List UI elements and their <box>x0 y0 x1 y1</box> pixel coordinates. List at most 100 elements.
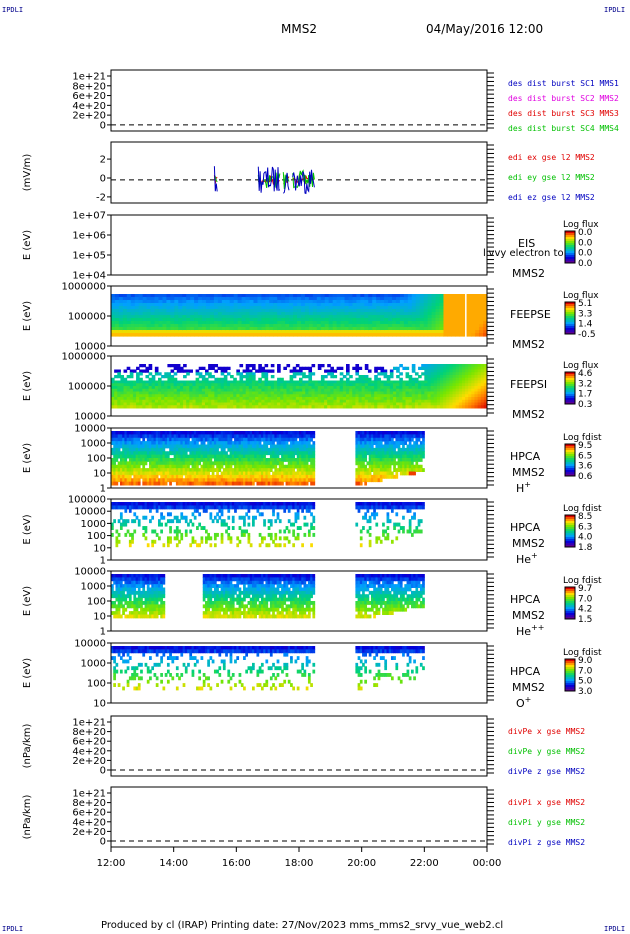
heatmap-cell <box>277 321 282 325</box>
heatmap-cell <box>230 394 234 398</box>
heatmap-cell <box>261 394 266 398</box>
heatmap-cell <box>175 471 179 476</box>
heatmap-cell <box>406 431 410 435</box>
heatmap-cell <box>362 444 365 449</box>
heatmap-cell <box>213 306 219 310</box>
heatmap-cell <box>411 318 417 322</box>
heatmap-cell <box>377 391 381 395</box>
heatmap-cell <box>186 324 191 328</box>
heatmap-cell <box>374 388 378 392</box>
heatmap-cell <box>483 324 487 328</box>
heatmap-cell <box>238 481 242 486</box>
heatmap-cell <box>439 327 445 331</box>
heatmap-cell <box>408 377 413 381</box>
heatmap-cell <box>367 383 372 387</box>
heatmap-cell <box>480 388 485 392</box>
heatmap-cell <box>273 405 278 409</box>
heatmap-cell <box>223 391 228 395</box>
heatmap-cell <box>324 369 328 373</box>
heatmap-cell <box>114 294 120 298</box>
heatmap-cell <box>352 315 357 319</box>
heatmap-cell <box>130 309 136 313</box>
heatmap-cell <box>196 454 199 459</box>
heatmap-cell <box>342 375 347 379</box>
heatmap-cell <box>123 391 128 395</box>
heatmap-cell <box>413 451 416 456</box>
heatmap-cell <box>237 294 243 298</box>
heatmap-cell <box>270 386 275 390</box>
heatmap-cell <box>233 394 237 398</box>
heatmap-cell <box>461 364 466 368</box>
heatmap-cell <box>214 386 219 390</box>
heatmap-cell <box>415 451 419 456</box>
heatmap-cell <box>245 333 251 337</box>
heatmap-cell <box>189 441 193 445</box>
heatmap-cell <box>180 481 184 486</box>
heatmap-cell <box>229 312 235 316</box>
heatmap-cell <box>146 447 150 452</box>
heatmap-cell <box>205 468 208 472</box>
heatmap-cell <box>370 454 374 459</box>
heatmap-cell <box>430 388 435 392</box>
heatmap-cell <box>261 391 266 395</box>
heatmap-cell <box>467 306 472 310</box>
colorbar-swatch <box>565 243 575 246</box>
heatmap-cell <box>245 458 249 462</box>
heatmap-cell <box>138 309 144 313</box>
heatmap-cell <box>368 458 372 462</box>
heatmap-cell <box>139 380 143 384</box>
heatmap-cell <box>263 447 266 452</box>
heatmap-cell <box>362 454 365 459</box>
heatmap-cell <box>261 327 266 331</box>
y-tick-label: 2e+20 <box>72 111 106 122</box>
heatmap-cell <box>187 458 190 462</box>
heatmap-cell <box>171 447 175 452</box>
heatmap-cell <box>272 454 275 459</box>
heatmap-cell <box>126 300 132 304</box>
heatmap-cell <box>419 327 425 331</box>
heatmap-cell <box>229 451 233 456</box>
heatmap-cell <box>483 300 487 304</box>
heatmap-cell <box>407 315 413 319</box>
heatmap-cell <box>227 481 231 486</box>
heatmap-cell <box>408 471 412 476</box>
heatmap-cell <box>324 405 328 409</box>
heatmap-cell <box>196 464 199 469</box>
heatmap-cell <box>111 309 116 313</box>
heatmap-cell <box>443 405 447 409</box>
heatmap-cell <box>311 388 316 392</box>
heatmap-cell <box>349 397 353 401</box>
heatmap-cell <box>299 441 302 445</box>
heatmap-cell <box>330 386 334 390</box>
heatmap-cell <box>304 321 310 325</box>
heatmap-cell <box>294 458 298 462</box>
heatmap-cell <box>294 434 298 439</box>
heatmap-cell <box>312 300 318 304</box>
heatmap-cell <box>149 481 152 486</box>
heatmap-cell <box>189 431 193 435</box>
heatmap-cell <box>169 431 172 435</box>
heatmap-cell <box>222 444 226 449</box>
heatmap-cell <box>111 383 115 387</box>
heatmap-cell <box>154 391 159 395</box>
heatmap-cell <box>247 458 251 462</box>
heatmap-cell <box>236 397 240 401</box>
heatmap-cell <box>317 399 322 403</box>
heatmap-cell <box>289 383 294 387</box>
heatmap-cell <box>142 327 148 331</box>
heatmap-cell <box>182 315 187 319</box>
heatmap-cell <box>277 366 281 370</box>
heatmap-cell <box>248 391 253 395</box>
heatmap-cell <box>274 464 278 469</box>
heatmap-cell <box>123 399 128 403</box>
heatmap-cell <box>355 383 360 387</box>
heatmap-cell <box>467 297 472 301</box>
heatmap-cell <box>170 303 175 307</box>
heatmap-cell <box>151 405 156 409</box>
heatmap-cell <box>231 478 235 483</box>
heatmap-cell <box>166 333 171 337</box>
heatmap-cell <box>162 303 168 307</box>
heatmap-cell <box>336 391 341 395</box>
heatmap-cell <box>145 366 150 370</box>
heatmap-cell <box>465 375 469 379</box>
